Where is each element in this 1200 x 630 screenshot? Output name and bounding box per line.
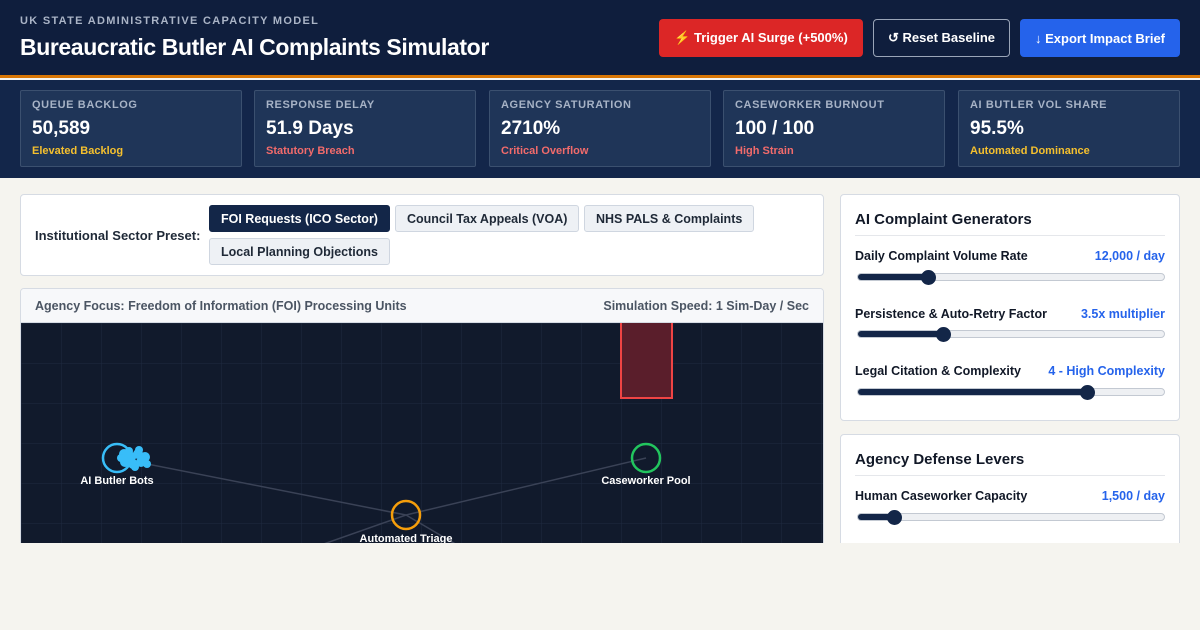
retry-factor-value: 3.5x multiplier	[1080, 307, 1165, 321]
metrics-bar: QUEUE BACKLOG 50,589 Elevated Backlog RE…	[0, 80, 1200, 178]
slider-fill	[858, 389, 1088, 395]
slider-thumb[interactable]	[920, 269, 936, 285]
complexity-label: Legal Citation & Complexity	[855, 364, 1021, 378]
divider	[855, 235, 1165, 236]
sector-preset-panel: Institutional Sector Preset: FOI Request…	[20, 194, 824, 276]
preset-foi-button[interactable]: FOI Requests (ICO Sector)	[209, 205, 390, 232]
generators-panel: AI Complaint Generators Daily Complaint …	[840, 194, 1180, 421]
flow-edge-triage-caseworker	[405, 457, 647, 516]
metric-status: High Strain	[735, 145, 794, 157]
slider-thumb[interactable]	[1080, 384, 1095, 400]
metric-value: 50,589	[32, 118, 91, 139]
metric-card-response-delay: RESPONSE DELAY 51.9 Days Statutory Breac…	[254, 90, 476, 167]
metric-label: RESPONSE DELAY	[266, 99, 375, 111]
app-header: UK STATE ADMINISTRATIVE CAPACITY MODEL B…	[0, 0, 1200, 78]
caseworker-label: Caseworker Pool	[601, 475, 691, 487]
simulation-canvas[interactable]: AI Butler Bots Caseworker Pool Automated…	[21, 323, 823, 557]
caseworker-capacity-slider[interactable]	[857, 509, 1165, 525]
slider-fill	[858, 274, 929, 280]
volume-rate-slider[interactable]	[857, 269, 1165, 285]
retry-factor-label: Persistence & Auto-Retry Factor	[855, 307, 1047, 321]
preset-label: Institutional Sector Preset:	[35, 228, 201, 243]
complaint-particles	[117, 446, 151, 471]
flow-edge-bots-triage	[116, 457, 407, 516]
metric-label: AI BUTLER VOL SHARE	[970, 99, 1108, 111]
metric-card-ai-butler-share: AI BUTLER VOL SHARE 95.5% Automated Domi…	[958, 90, 1180, 167]
backlog-overflow-bar	[620, 323, 673, 399]
defense-panel: Agency Defense Levers Human Caseworker C…	[840, 434, 1180, 558]
slider-thumb[interactable]	[887, 509, 903, 525]
reset-baseline-button[interactable]: ↺ Reset Baseline	[873, 19, 1010, 57]
page-title: Bureaucratic Butler AI Complaints Simula…	[20, 34, 489, 60]
triage-node[interactable]	[390, 499, 422, 531]
metric-label: CASEWORKER BURNOUT	[735, 99, 885, 111]
simulation-panel: Agency Focus: Freedom of Information (FO…	[20, 288, 824, 558]
trigger-surge-button[interactable]: ⚡ Trigger AI Surge (+500%)	[659, 19, 863, 57]
metric-label: QUEUE BACKLOG	[32, 99, 138, 111]
metric-status: Statutory Breach	[266, 145, 355, 157]
defense-title: Agency Defense Levers	[855, 451, 1025, 468]
slider-fill	[858, 514, 895, 520]
metric-card-agency-saturation: AGENCY SATURATION 2710% Critical Overflo…	[489, 90, 711, 167]
generators-title: AI Complaint Generators	[855, 211, 1032, 228]
volume-rate-label: Daily Complaint Volume Rate	[855, 249, 1028, 263]
metric-value: 95.5%	[970, 118, 1024, 139]
metric-value: 2710%	[501, 118, 561, 139]
metric-card-queue-backlog: QUEUE BACKLOG 50,589 Elevated Backlog	[20, 90, 242, 167]
preset-council-tax-button[interactable]: Council Tax Appeals (VOA)	[395, 205, 580, 232]
metric-value: 100 / 100	[735, 118, 815, 139]
volume-rate-value: 12,000 / day	[1094, 249, 1165, 263]
metric-status: Critical Overflow	[501, 145, 589, 157]
caseworker-capacity-label: Human Caseworker Capacity	[855, 489, 1028, 503]
metric-card-caseworker-burnout: CASEWORKER BURNOUT 100 / 100 High Strain	[723, 90, 945, 167]
slider-thumb[interactable]	[936, 326, 952, 342]
metric-label: AGENCY SATURATION	[501, 99, 632, 111]
page-footer-space	[0, 543, 1200, 630]
simulation-speed-text: Simulation Speed: 1 Sim-Day / Sec	[603, 299, 809, 313]
caseworker-node[interactable]	[630, 442, 662, 474]
divider	[855, 475, 1165, 476]
export-brief-button[interactable]: ↓ Export Impact Brief	[1020, 19, 1180, 57]
simulation-header: Agency Focus: Freedom of Information (FO…	[21, 289, 823, 323]
canvas-grid	[21, 323, 823, 557]
metric-status: Automated Dominance	[970, 145, 1090, 157]
triage-label: Automated Triage	[359, 533, 453, 545]
ai-bots-label: AI Butler Bots	[80, 475, 154, 487]
preset-nhs-pals-button[interactable]: NHS PALS & Complaints	[584, 205, 755, 232]
complexity-value: 4 - High Complexity	[1048, 364, 1165, 378]
header-eyebrow: UK STATE ADMINISTRATIVE CAPACITY MODEL	[20, 15, 320, 27]
agency-focus-text: Agency Focus: Freedom of Information (FO…	[35, 299, 407, 313]
complexity-slider[interactable]	[857, 384, 1165, 400]
slider-fill	[858, 331, 944, 337]
metric-value: 51.9 Days	[266, 118, 354, 139]
caseworker-capacity-value: 1,500 / day	[1101, 489, 1165, 503]
metric-status: Elevated Backlog	[32, 145, 124, 157]
flow-graph	[21, 323, 823, 557]
retry-factor-slider[interactable]	[857, 326, 1165, 342]
preset-planning-button[interactable]: Local Planning Objections	[209, 238, 390, 265]
